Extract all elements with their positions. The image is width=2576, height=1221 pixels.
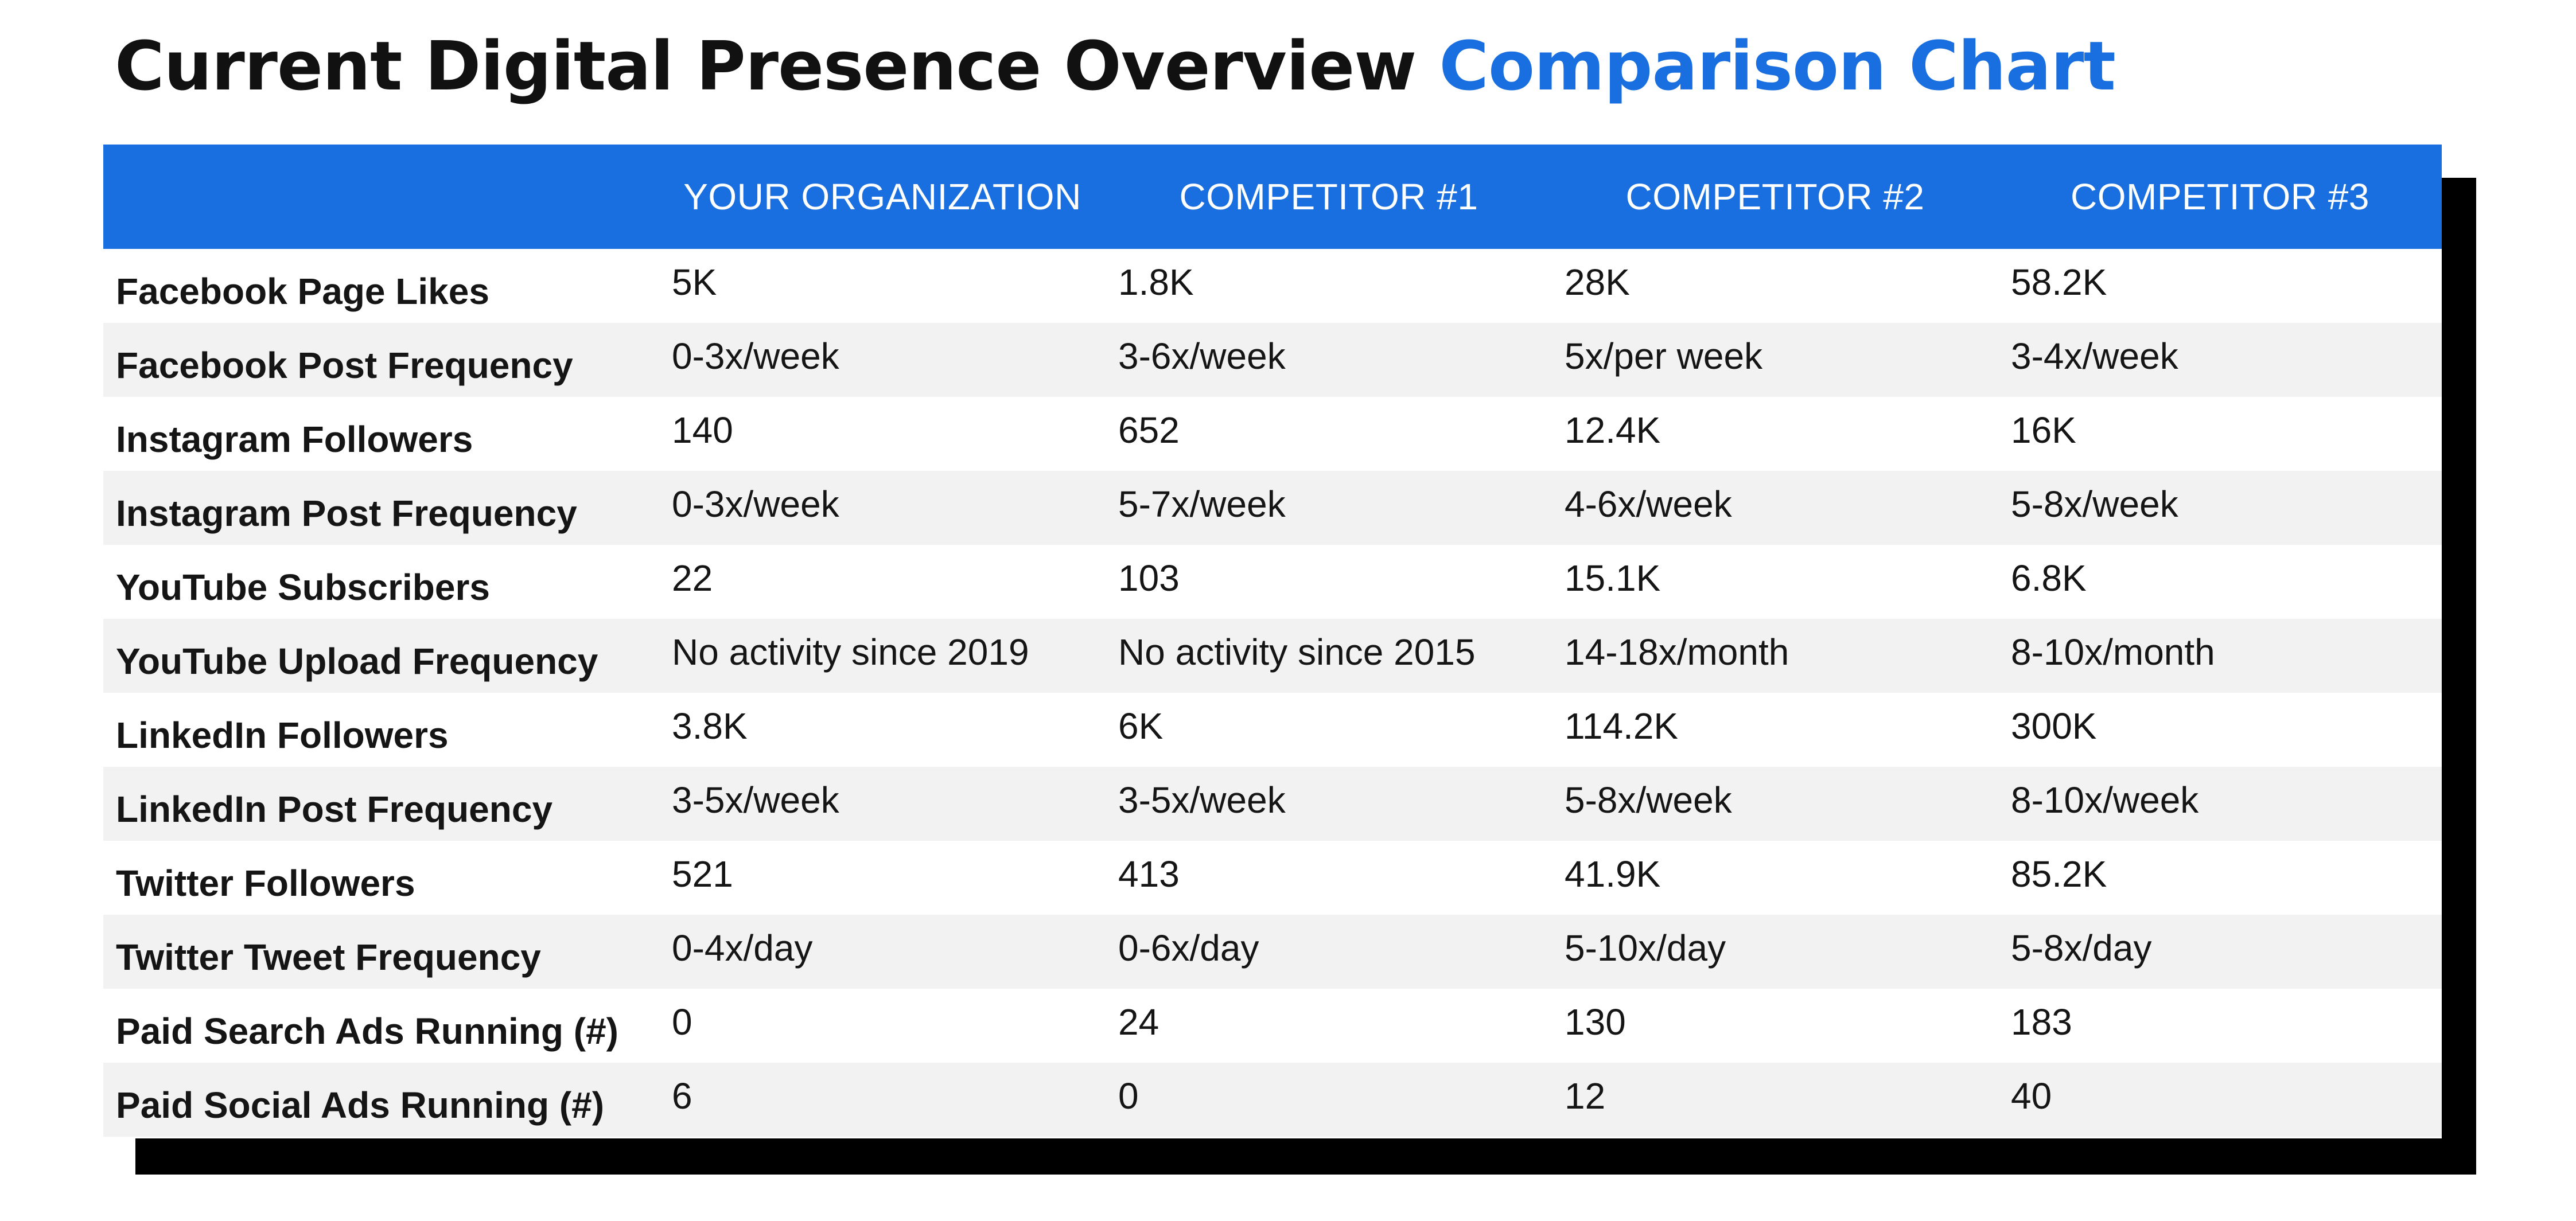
table-cell: 0-4x/day <box>672 927 813 969</box>
table-cell: 183 <box>2011 1001 2072 1043</box>
table-row: LinkedIn Post Frequency 3-5x/week 3-5x/wee… <box>103 767 2442 841</box>
column-header: COMPETITOR #1 <box>1179 176 1478 217</box>
title-accent: Comparison Chart <box>1439 26 2116 106</box>
table-row: Twitter Followers 521 413 41.9K 85.2K <box>103 841 2442 915</box>
row-label: Paid Search Ads Running (#) <box>116 1010 618 1052</box>
title-main: Current Digital Presence Overview <box>115 26 1417 106</box>
comparison-table: YOUR ORGANIZATION COMPETITOR #1 COMPETITOR… <box>103 145 2442 1137</box>
table-cell: 14-18x/month <box>1565 631 1789 673</box>
table-row: YouTube Upload Frequency No activity sinc… <box>103 619 2442 693</box>
table-cell: 58.2K <box>2011 261 2107 303</box>
table-cell: 8-10x/week <box>2011 779 2199 821</box>
table-row: Paid Social Ads Running (#) 6 0 12 40 <box>103 1063 2442 1137</box>
table-cell: 0-6x/day <box>1118 927 1259 969</box>
table-cell: 6 <box>672 1075 692 1117</box>
table-cell: 15.1K <box>1565 557 1661 599</box>
row-label: YouTube Upload Frequency <box>116 640 598 682</box>
table-cell: 12 <box>1565 1075 1606 1117</box>
table-cell: 103 <box>1118 557 1180 599</box>
table-cell: 413 <box>1118 853 1180 895</box>
header-row: YOUR ORGANIZATION COMPETITOR #1 COMPETITOR… <box>103 145 2442 249</box>
table-cell: 3.8K <box>672 705 748 747</box>
row-label: Twitter Tweet Frequency <box>116 936 541 978</box>
row-label: LinkedIn Followers <box>116 714 449 756</box>
table-row: Facebook Post Frequency 0-3x/week 3-6x/wee… <box>103 323 2442 397</box>
table-cell: 5-7x/week <box>1118 483 1286 525</box>
table-cell: 114.2K <box>1565 705 1679 747</box>
table-cell: No activity since 2019 <box>672 631 1029 673</box>
table-row: LinkedIn Followers 3.8K 6K 114.2K 300K <box>103 693 2442 767</box>
table-cell: 521 <box>672 853 733 895</box>
table-cell: 140 <box>672 409 733 451</box>
row-label: LinkedIn Post Frequency <box>116 788 553 830</box>
table-cell: 16K <box>2011 409 2076 451</box>
header-cell-blank <box>103 145 659 249</box>
table-cell: 3-5x/week <box>1118 779 1286 821</box>
table-cell: 0-3x/week <box>672 335 839 377</box>
table-row: Instagram Post Frequency 0-3x/week 5-7x/we… <box>103 471 2442 545</box>
column-header: COMPETITOR #2 <box>1625 176 1925 217</box>
table-cell: 300K <box>2011 705 2097 747</box>
table-row: YouTube Subscribers 22 103 15.1K 6.8K <box>103 545 2442 619</box>
table-cell: No activity since 2015 <box>1118 631 1476 673</box>
table-cell: 0 <box>1118 1075 1139 1117</box>
row-label: Facebook Post Frequency <box>116 344 573 386</box>
table-row: Paid Search Ads Running (#) 0 24 130 183 <box>103 989 2442 1063</box>
table-cell: 1.8K <box>1118 261 1194 303</box>
table-cell: 85.2K <box>2011 853 2107 895</box>
table-row: Twitter Tweet Frequency 0-4x/day 0-6x/day 5… <box>103 915 2442 989</box>
table-cell: 6K <box>1118 705 1164 747</box>
table-cell: 6.8K <box>2011 557 2087 599</box>
column-header: COMPETITOR #3 <box>2071 176 2369 217</box>
table-cell: 3-6x/week <box>1118 335 1286 377</box>
comparison-table-card: YOUR ORGANIZATION COMPETITOR #1 COMPETITOR… <box>103 145 2442 1138</box>
table-cell: 130 <box>1565 1001 1626 1043</box>
table-cell: 0 <box>672 1001 692 1043</box>
table-cell: 40 <box>2011 1075 2052 1117</box>
table-cell: 8-10x/month <box>2011 631 2215 673</box>
row-label: Instagram Followers <box>116 418 473 460</box>
table-cell: 5K <box>672 261 717 303</box>
row-label: Twitter Followers <box>116 862 415 904</box>
table-cell: 5-8x/day <box>2011 927 2152 969</box>
table-row: Instagram Followers 140 652 12.4K 16K <box>103 397 2442 471</box>
table-cell: 3-5x/week <box>672 779 839 821</box>
row-label: YouTube Subscribers <box>116 566 490 608</box>
table-cell: 5x/per week <box>1565 335 1763 377</box>
table-cell: 3-4x/week <box>2011 335 2178 377</box>
table-cell: 24 <box>1118 1001 1159 1043</box>
table-cell: 4-6x/week <box>1565 483 1732 525</box>
table-header: YOUR ORGANIZATION COMPETITOR #1 COMPETITOR… <box>103 145 2442 249</box>
table-cell: 652 <box>1118 409 1180 451</box>
table-cell: 12.4K <box>1565 409 1661 451</box>
page-title: Current Digital Presence Overview Compar… <box>115 23 2116 109</box>
column-header: YOUR ORGANIZATION <box>683 176 1081 217</box>
table-cell: 5-8x/week <box>1565 779 1732 821</box>
table-cell: 0-3x/week <box>672 483 839 525</box>
row-label: Paid Social Ads Running (#) <box>116 1084 605 1126</box>
table-cell: 5-10x/day <box>1565 927 1726 969</box>
table-cell: 41.9K <box>1565 853 1661 895</box>
table-cell: 28K <box>1565 261 1630 303</box>
row-label: Facebook Page Likes <box>116 270 489 312</box>
table-cell: 22 <box>672 557 713 599</box>
row-label: Instagram Post Frequency <box>116 492 577 534</box>
table-body: Facebook Page Likes 5K 1.8K 28K 58.2K Faceboo… <box>103 249 2442 1137</box>
table-cell: 5-8x/week <box>2011 483 2178 525</box>
table-row: Facebook Page Likes 5K 1.8K 28K 58.2K <box>103 249 2442 323</box>
